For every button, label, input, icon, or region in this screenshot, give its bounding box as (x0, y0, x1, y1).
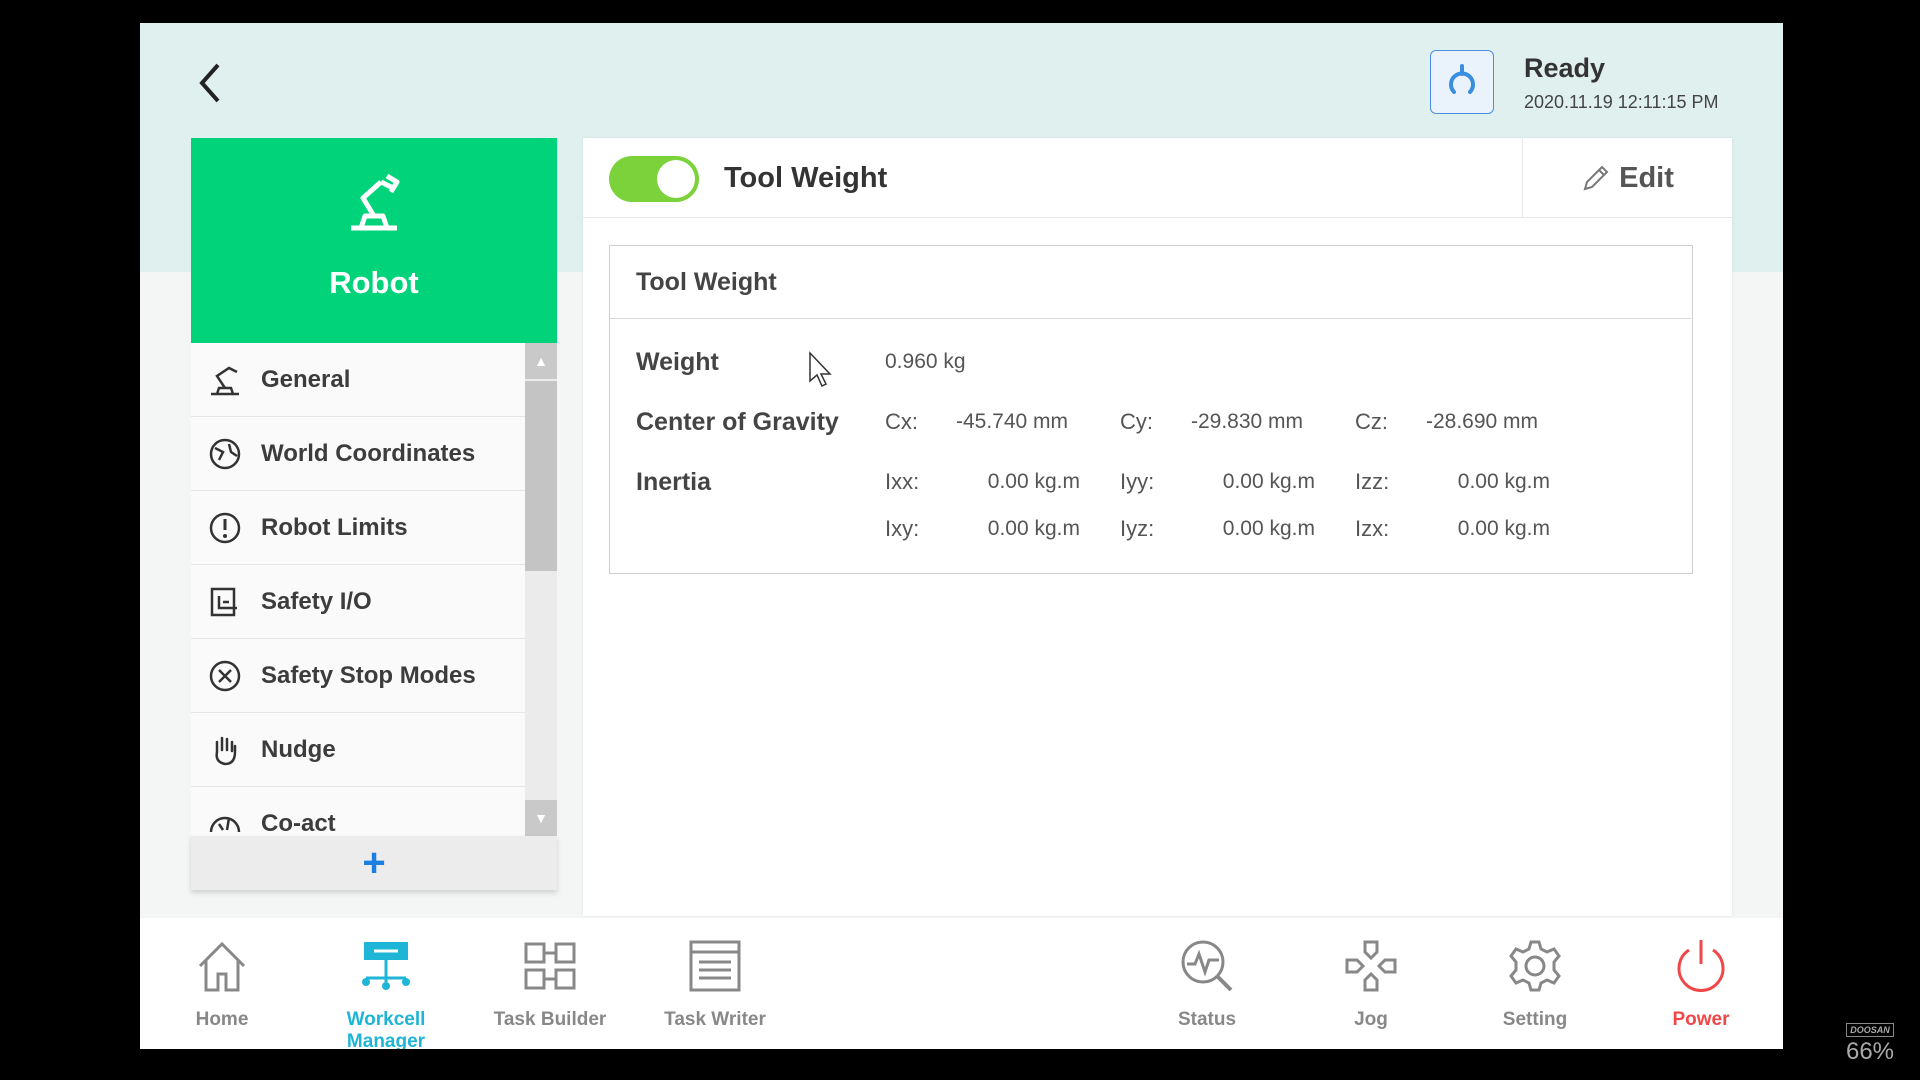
izx-value: 0.00 kg.m (1457, 517, 1550, 540)
izz-label: Izz: (1355, 469, 1390, 494)
add-button[interactable]: + (191, 836, 557, 890)
safety-io-icon (210, 587, 237, 616)
sidebar-scrollbar[interactable]: ▲ ▼ (525, 343, 557, 836)
nav-task-writer[interactable]: Task Writer (640, 918, 790, 1049)
cy-value: -29.830 mm (1191, 410, 1304, 433)
sidebar-item-nudge[interactable]: Nudge (191, 713, 525, 787)
robot-arm-icon (351, 173, 400, 231)
datetime: 2020.11.19 12:11:15 PM (1524, 92, 1719, 112)
ixy-label: Ixy: (885, 516, 920, 541)
cx-label: Cx: (885, 409, 918, 434)
iyz-value: 0.00 kg.m (1222, 517, 1315, 540)
nav-jog[interactable]: Jog (1296, 918, 1446, 1049)
sidebar: Robot General World Coordinates Robot Li… (191, 138, 557, 915)
ixy-value: 0.00 kg.m (987, 517, 1080, 540)
tool-weight-box: Tool Weight Weight 0.960 kg Center of Gr… (609, 245, 1693, 574)
app-window: Ready 2020.11.19 12:11:15 PM Robot Gener… (140, 23, 1783, 1049)
nav-task-builder[interactable]: Task Builder (475, 918, 625, 1049)
nav-power[interactable]: Power (1626, 918, 1776, 1049)
scroll-up-button[interactable]: ▲ (525, 343, 557, 379)
mouse-cursor-icon (809, 351, 832, 388)
workcell-icon (362, 942, 410, 990)
izz-value: 0.00 kg.m (1457, 470, 1550, 493)
task-builder-icon (524, 942, 576, 990)
bottom-nav: Home Workcell Manager Task Builder Task … (140, 918, 1783, 1049)
scroll-down-button[interactable]: ▼ (525, 800, 557, 836)
ixx-label: Ixx: (885, 469, 920, 494)
sidebar-item-general[interactable]: General (191, 343, 525, 417)
zoom-level: 66% (1845, 1038, 1895, 1065)
limit-icon (209, 512, 241, 543)
cy-label: Cy: (1120, 409, 1153, 434)
refresh-icon (1449, 64, 1475, 94)
jog-icon (1345, 940, 1397, 992)
gear-icon (1509, 940, 1561, 992)
chevron-left-icon (199, 63, 220, 103)
weight-value: 0.960 kg (885, 350, 966, 373)
sidebar-item-safety-io[interactable]: Safety I/O (191, 565, 525, 639)
doosan-logo: DOOSAN (1846, 1023, 1894, 1037)
box-title: Tool Weight (636, 268, 777, 296)
sidebar-item-world-coordinates[interactable]: World Coordinates (191, 417, 525, 491)
iyy-value: 0.00 kg.m (1222, 470, 1315, 493)
sidebar-item-safety-stop-modes[interactable]: Safety Stop Modes (191, 639, 525, 713)
sidebar-item-co-act[interactable]: Co-act (191, 787, 525, 836)
robot-arm-icon (211, 366, 239, 395)
nav-home[interactable]: Home (147, 918, 297, 1049)
robot-category-header[interactable]: Robot (191, 138, 557, 343)
panel-title: Tool Weight (724, 162, 888, 194)
hand-icon (215, 736, 237, 765)
nav-setting[interactable]: Setting (1460, 918, 1610, 1049)
robot-status: Ready (1524, 53, 1606, 83)
robot-category-title: Robot (329, 265, 419, 300)
panel-header: Tool Weight Edit (583, 138, 1732, 218)
inertia-label: Inertia (636, 468, 712, 496)
status-icon (1181, 940, 1233, 992)
cx-value: -45.740 mm (956, 410, 1069, 433)
cz-value: -28.690 mm (1426, 410, 1539, 433)
sidebar-menu: General World Coordinates Robot Limits S… (191, 343, 525, 836)
weight-label: Weight (636, 348, 719, 376)
power-icon (1677, 940, 1725, 992)
ixx-value: 0.00 kg.m (987, 470, 1080, 493)
back-button[interactable] (192, 59, 228, 107)
watermark: DOOSAN 66% (1840, 1020, 1900, 1066)
nav-workcell-manager[interactable]: Workcell Manager (311, 918, 461, 1049)
edit-button[interactable]: Edit (1522, 138, 1732, 218)
tool-weight-toggle[interactable] (609, 156, 699, 202)
home-icon (198, 941, 246, 992)
tool-weight-panel: Tool Weight Edit Tool Weight Weight 0.96… (583, 138, 1732, 916)
izx-label: Izx: (1355, 516, 1390, 541)
stop-x-icon (209, 660, 241, 691)
iyy-label: Iyy: (1120, 469, 1155, 494)
pencil-icon (1583, 165, 1609, 191)
cog-label: Center of Gravity (636, 408, 839, 436)
nav-status[interactable]: Status (1132, 918, 1282, 1049)
sidebar-item-robot-limits[interactable]: Robot Limits (191, 491, 525, 565)
globe-icon (209, 438, 241, 469)
co-act-icon (209, 816, 241, 832)
scroll-thumb[interactable] (525, 381, 557, 571)
cz-label: Cz: (1355, 409, 1388, 434)
task-writer-icon (689, 940, 741, 992)
refresh-button[interactable] (1430, 50, 1494, 114)
iyz-label: Iyz: (1120, 516, 1155, 541)
